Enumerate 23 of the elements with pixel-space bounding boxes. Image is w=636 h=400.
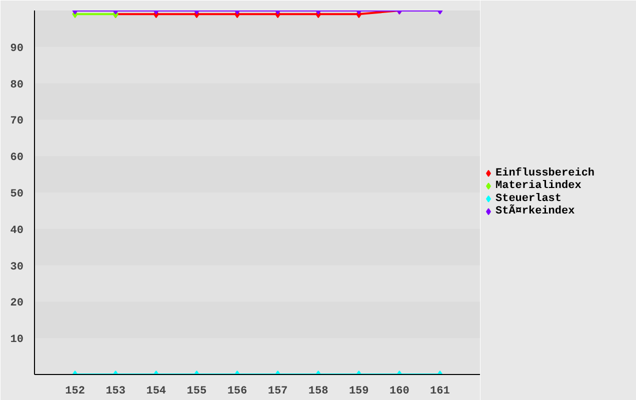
y-tick-label: 20 (10, 298, 24, 310)
legend-label: Einflussbereich (496, 166, 595, 180)
x-tick-label: 159 (348, 386, 369, 398)
y-tick-label: 60 (10, 152, 24, 164)
y-tick-label: 90 (10, 42, 24, 55)
y-tick-label: 70 (10, 116, 24, 128)
x-tick-label: 155 (186, 386, 207, 398)
x-tick-label: 152 (65, 386, 85, 398)
legend-label: Steuerlast (496, 192, 562, 205)
legend-label: Materialindex (496, 180, 582, 192)
y-tick-label: 30 (10, 261, 24, 274)
x-tick-label: 153 (106, 386, 126, 398)
x-tick-label: 156 (227, 386, 248, 398)
x-tick-label: 161 (430, 386, 450, 398)
legend-label: StÃ¤rkeindex (496, 204, 576, 218)
x-tick-label: 154 (146, 386, 166, 398)
x-tick-label: 158 (308, 386, 329, 398)
y-tick-label: 10 (10, 334, 24, 346)
x-tick-label: 157 (268, 386, 288, 398)
y-tick-label: 40 (10, 224, 24, 237)
y-tick-label: 80 (10, 79, 24, 92)
y-tick-label: 50 (10, 188, 24, 200)
x-tick-label: 160 (390, 386, 410, 398)
